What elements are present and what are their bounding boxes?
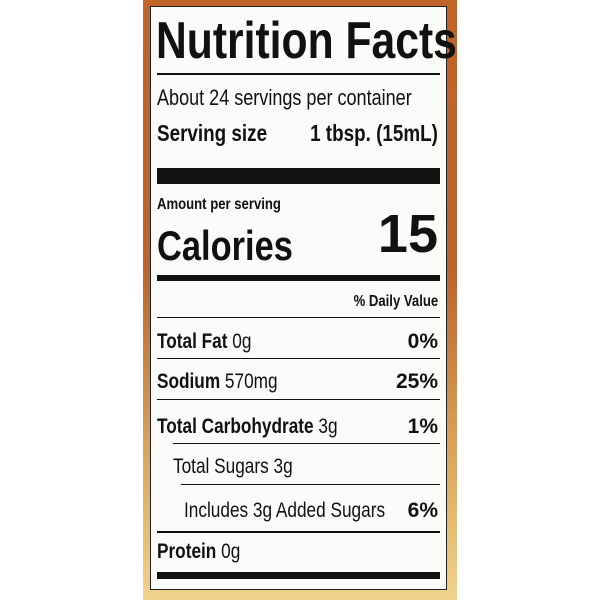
nutrient-row-sodium: Sodium 570mg bbox=[157, 371, 304, 392]
nutrient-name: Sodium bbox=[157, 370, 221, 393]
amount-per-serving: Amount per serving bbox=[157, 197, 308, 213]
servings-per-container: About 24 servings per container bbox=[157, 87, 468, 109]
nutrient-amount: 3g bbox=[318, 415, 338, 438]
serving-size-value: 1 tbsp. (15mL) bbox=[282, 122, 438, 145]
divider bbox=[157, 358, 440, 359]
medium-divider bbox=[157, 275, 440, 281]
nutrient-row-total-carbohydrate: Total Carbohydrate 3g bbox=[157, 416, 377, 437]
nutrient-dv: 25% bbox=[395, 370, 438, 393]
nutrient-dv: 1% bbox=[407, 415, 438, 438]
divider bbox=[173, 443, 440, 444]
servings-text: About 24 servings per container bbox=[157, 85, 412, 110]
serving-size-label: Serving size bbox=[157, 122, 291, 145]
nutrient-row-added-sugars: Includes 3g Added Sugars bbox=[184, 500, 429, 521]
divider bbox=[157, 73, 440, 75]
nutrient-row-total-sugars: Total Sugars 3g bbox=[173, 456, 319, 477]
divider bbox=[157, 317, 440, 318]
nutrient-name: Protein bbox=[157, 540, 217, 563]
nutrient-name: Total Carbohydrate bbox=[157, 415, 314, 438]
nutrient-dv: 6% bbox=[407, 499, 438, 522]
nutrient-name: Total Sugars 3g bbox=[173, 455, 293, 478]
divider bbox=[181, 484, 440, 485]
daily-value-header-text: % Daily Value bbox=[353, 293, 438, 310]
nutrient-amount: 0g bbox=[232, 330, 252, 353]
nutrient-row-total-fat: Total Fat 0g bbox=[157, 331, 272, 352]
calories-label-text: Calories bbox=[157, 222, 293, 269]
daily-value-header: % Daily Value bbox=[335, 294, 438, 310]
serving-size-label-text: Serving size bbox=[157, 120, 268, 146]
serving-size-value-text: 1 tbsp. (15mL) bbox=[310, 120, 438, 146]
nutrient-name: Total Fat bbox=[157, 330, 228, 353]
calories-value: 15 bbox=[377, 204, 438, 264]
thick-divider bbox=[157, 168, 440, 184]
nutrient-row-protein: Protein 0g bbox=[157, 541, 259, 562]
calories-label: Calories bbox=[157, 225, 323, 267]
label-title-text: Nutrition Facts bbox=[156, 12, 457, 70]
nutrient-amount: 570mg bbox=[224, 370, 278, 393]
divider bbox=[157, 399, 440, 400]
nutrient-name: Includes 3g Added Sugars bbox=[184, 499, 386, 522]
divider bbox=[157, 531, 440, 533]
nutrition-facts-label: Nutrition Facts About 24 servings per co… bbox=[150, 6, 457, 590]
label-title: Nutrition Facts bbox=[156, 15, 523, 67]
amount-per-serving-text: Amount per serving bbox=[157, 196, 281, 213]
bottom-thick-divider bbox=[157, 572, 440, 579]
nutrient-dv: 0% bbox=[407, 330, 438, 353]
nutrient-amount: 0g bbox=[221, 540, 241, 563]
